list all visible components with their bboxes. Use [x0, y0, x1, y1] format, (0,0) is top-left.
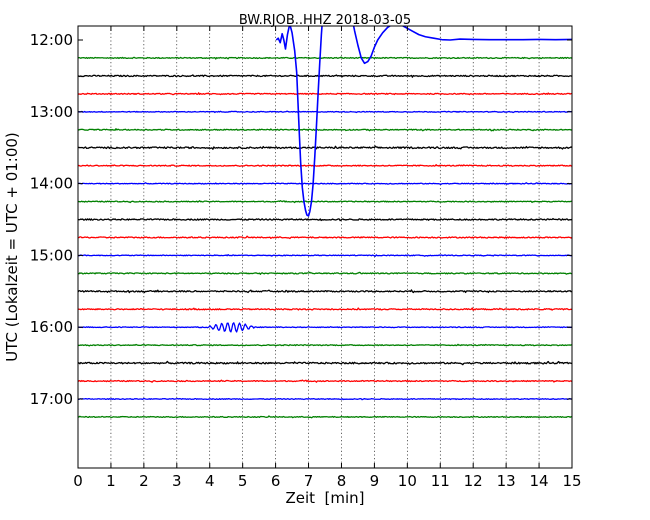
x-tick-label-12: 12	[464, 472, 483, 490]
x-axis-label: Zeit [min]	[285, 489, 364, 507]
x-tick-label-8: 8	[337, 472, 347, 490]
y-tick-label-2: 14:00	[30, 175, 73, 193]
trace-1530	[78, 289, 572, 294]
x-tick-label-3: 3	[172, 472, 182, 490]
x-tick-label-11: 11	[431, 472, 450, 490]
x-tick-label-15: 15	[562, 472, 581, 490]
trace-layer	[78, 26, 572, 419]
y-tick-label-0: 12:00	[30, 31, 73, 49]
x-tick-label-4: 4	[205, 472, 215, 490]
trace-1315	[78, 128, 572, 132]
x-tick-label-10: 10	[398, 472, 417, 490]
grid-lines	[110, 26, 540, 468]
trace-1700	[78, 397, 572, 401]
y-tick-label-1: 13:00	[30, 103, 73, 121]
chart-title: BW.RJOB..HHZ 2018-03-05	[239, 13, 411, 28]
trace-1330	[78, 145, 572, 150]
trace-1415	[78, 200, 572, 204]
trace-1245	[78, 92, 572, 96]
x-tick-label-7: 7	[304, 472, 314, 490]
trace-1445	[78, 235, 572, 240]
plot-frame	[77, 25, 573, 469]
x-tick-label-13: 13	[497, 472, 516, 490]
x-tick-label-5: 5	[238, 472, 248, 490]
trace-1715	[78, 415, 572, 419]
trace-1215	[78, 56, 572, 60]
x-tick-label-2: 2	[139, 472, 149, 490]
trace-1230	[78, 74, 572, 78]
y-tick-label-4: 16:00	[30, 318, 73, 336]
trace-1500	[78, 253, 572, 257]
trace-1630	[78, 360, 572, 366]
trace-1345	[78, 164, 572, 167]
x-axis-ticks: 0 1 2 3 4 5 6 7 8 9 10 11 12 13 14 15	[73, 26, 582, 490]
trace-1400	[78, 182, 572, 186]
trace-1430	[78, 217, 572, 222]
x-tick-label-14: 14	[530, 472, 549, 490]
trace-1600	[78, 322, 572, 333]
y-axis-label: UTC (Lokalzeit = UTC + 01:00)	[3, 132, 21, 362]
x-tick-label-1: 1	[106, 472, 116, 490]
y-tick-label-5: 17:00	[30, 390, 73, 408]
trace-1645	[78, 379, 572, 383]
trace-1615	[78, 343, 572, 347]
x-tick-label-6: 6	[271, 472, 281, 490]
trace-event-1200	[275, 26, 572, 217]
trace-1300	[78, 110, 572, 114]
y-axis-ticks: 12:00 13:00 14:00 15:00 16:00 17:00	[30, 31, 572, 408]
trace-1515	[78, 271, 572, 275]
x-tick-label-0: 0	[73, 472, 83, 490]
x-tick-label-9: 9	[370, 472, 380, 490]
y-tick-label-3: 15:00	[30, 246, 73, 264]
trace-1545	[78, 307, 572, 311]
